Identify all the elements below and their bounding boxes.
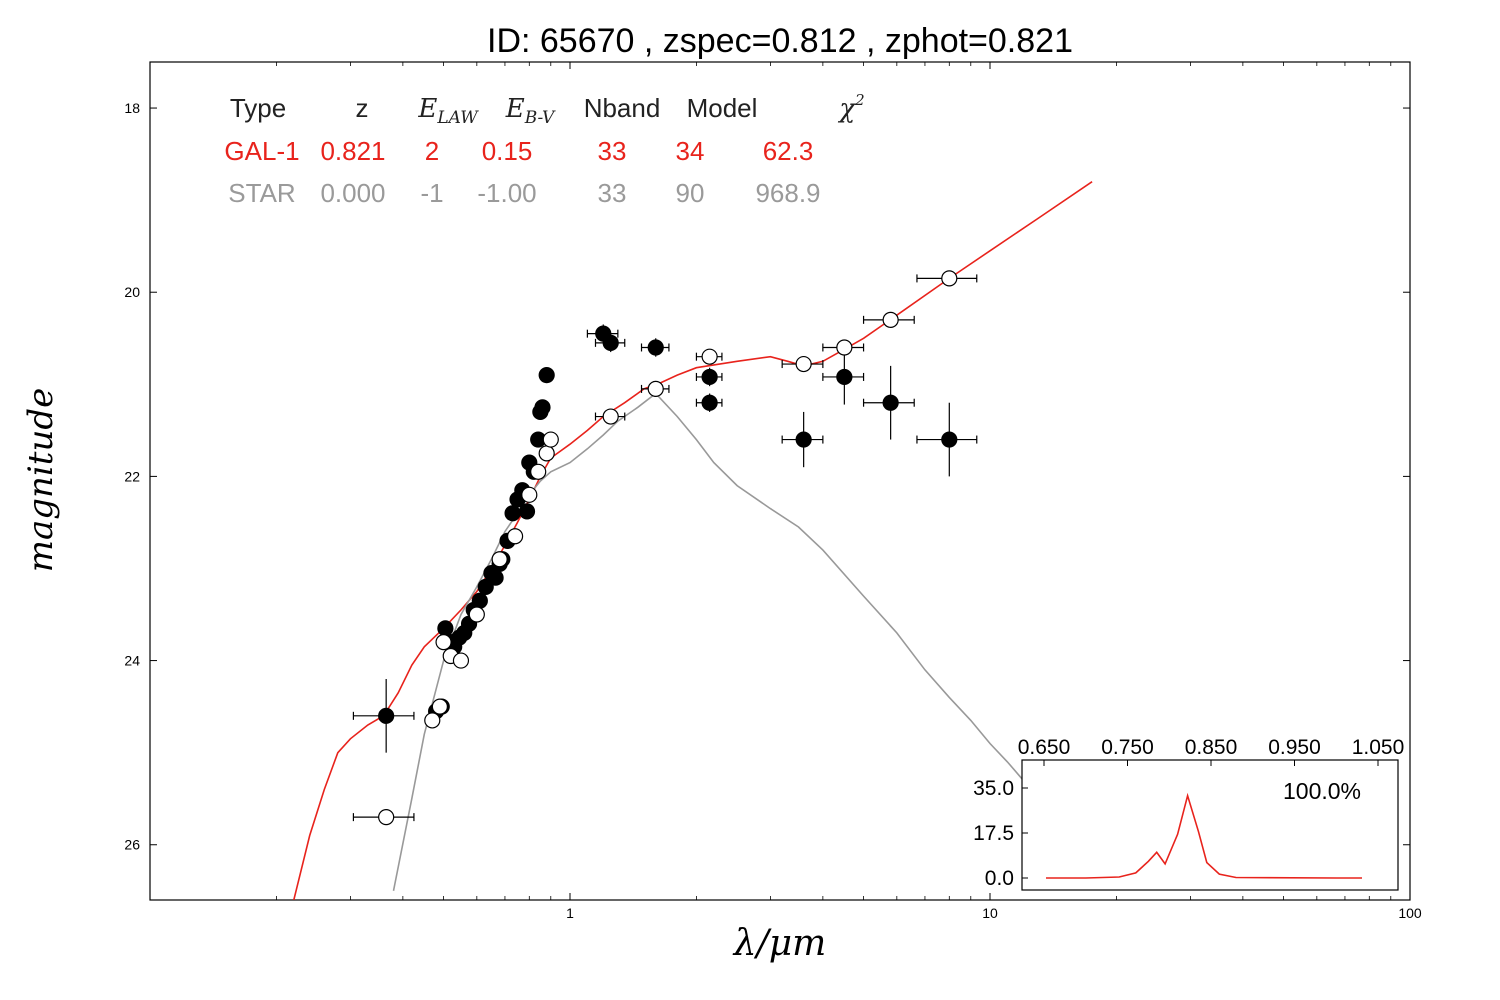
inset-annotation: 100.0% <box>1283 778 1361 804</box>
observed-point <box>538 366 555 384</box>
observed-point <box>534 399 551 416</box>
fit-table-cell: 90 <box>676 178 705 208</box>
observed-point <box>487 569 504 586</box>
header-type: Type <box>230 93 286 123</box>
fit-table-cell: 968.9 <box>755 178 820 208</box>
inset-x-tick-label: 1.050 <box>1352 736 1405 759</box>
header-z: z <box>356 93 369 123</box>
inset-x-tick-label: 0.850 <box>1185 736 1238 759</box>
inset-frame <box>1021 759 1399 891</box>
observed-point <box>471 592 488 609</box>
model-point <box>431 698 448 715</box>
model-point <box>506 528 524 545</box>
fit-table: Type z ELAW EB-V Nband Model χ2 GAL-1 0.821 2 0.15… <box>224 91 864 208</box>
model-point <box>602 408 619 425</box>
model-point <box>701 348 718 365</box>
y-tick-label: 22 <box>124 468 140 484</box>
main-axis-ticks: 1 10 100 18 20 22 24 26 <box>124 62 1422 921</box>
header-chi2: χ2 <box>837 91 864 124</box>
fit-table-cell: 0.821 <box>320 136 385 166</box>
observed-point <box>437 620 454 637</box>
y-tick-label: 18 <box>124 100 140 116</box>
observed-point <box>701 368 718 386</box>
star-model-line <box>392 392 1024 891</box>
model-point <box>424 712 441 729</box>
inset-x-tick-label: 0.950 <box>1268 736 1321 759</box>
model-point <box>941 270 958 287</box>
fit-table-cell: 62.3 <box>763 136 814 166</box>
fit-table-cell: 34 <box>676 136 705 166</box>
model-point <box>468 606 485 623</box>
fit-table-cell: GAL-1 <box>224 136 299 166</box>
inset-y-tick-label: 35.0 <box>973 777 1014 800</box>
inset-y-tick-label: 17.5 <box>973 822 1014 845</box>
x-axis-label: λ/μm <box>732 923 826 964</box>
header-elaw: ELAW <box>417 94 479 128</box>
header-model: Model <box>687 93 758 123</box>
observed-point <box>602 334 619 351</box>
header-ebv: EB-V <box>505 94 556 128</box>
chart-title: ID: 65670 , zspec=0.812 , zphot=0.821 <box>487 22 1073 60</box>
inset-pdf-plot <box>1046 792 1362 879</box>
fit-table-cell: 0.000 <box>320 178 385 208</box>
observed-point <box>882 394 899 411</box>
inset-axis-ticks: 0.650 0.750 0.850 0.950 1.050 0.0 17.5 35.0 <box>973 736 1404 890</box>
y-tick-label: 20 <box>124 284 140 300</box>
fit-table-cell: 0.15 <box>482 136 533 166</box>
observed-point <box>701 394 718 411</box>
observed-point <box>795 431 812 448</box>
model-point <box>378 809 395 826</box>
observed-point <box>504 505 521 522</box>
observed-point <box>477 578 494 596</box>
fit-table-cell: 2 <box>425 136 439 166</box>
x-tick-label: 1 <box>566 905 574 921</box>
inset-x-tick-label: 0.750 <box>1101 736 1154 759</box>
model-point <box>538 445 555 462</box>
observed-point <box>378 707 395 724</box>
model-point <box>435 634 452 651</box>
model-point <box>491 551 508 568</box>
x-tick-label: 10 <box>982 905 998 921</box>
fit-table-cell: STAR <box>228 178 295 208</box>
fit-table-cell: -1 <box>420 178 443 208</box>
fit-table-cell: -1.00 <box>477 178 536 208</box>
model-point <box>530 463 547 480</box>
model-point <box>795 355 812 373</box>
observed-point <box>647 339 664 356</box>
inset-x-tick-label: 0.650 <box>1018 736 1071 759</box>
observed-point <box>518 503 536 520</box>
main-plot-clipped <box>293 181 1093 900</box>
fit-table-cell: 33 <box>598 136 627 166</box>
model-point <box>542 431 559 448</box>
observed-point <box>941 431 958 448</box>
fit-table-cell: 33 <box>598 178 627 208</box>
inset-y-tick-label: 0.0 <box>985 867 1014 890</box>
model-point <box>647 380 664 398</box>
model-point <box>521 486 538 503</box>
y-axis-label: magnitude <box>21 388 61 573</box>
model-point <box>452 652 470 669</box>
main-plot-frame <box>149 61 1411 901</box>
model-point <box>836 339 853 356</box>
observed-point <box>836 368 853 386</box>
inset-pdf-line <box>1046 792 1362 879</box>
y-tick-label: 26 <box>124 837 140 853</box>
model-point <box>882 311 899 328</box>
y-tick-label: 24 <box>124 653 140 669</box>
x-tick-label: 100 <box>1398 905 1422 921</box>
main-plot-area <box>293 181 1093 900</box>
inset-background <box>1022 760 1398 890</box>
header-nband: Nband <box>584 93 661 123</box>
